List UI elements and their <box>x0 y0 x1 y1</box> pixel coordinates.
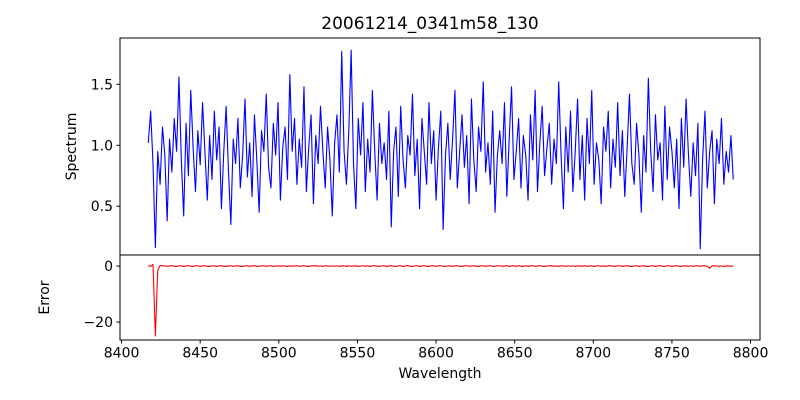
x-tick-label: 8700 <box>575 346 611 362</box>
y-tick-label: 0 <box>104 259 113 275</box>
axes-frame <box>119 254 761 341</box>
y-tick-label: 1.5 <box>91 77 113 93</box>
spectrum-y-axis-label: Spectrum <box>64 113 80 181</box>
x-tick-label: 8400 <box>104 346 140 362</box>
y-tick-label: −20 <box>83 315 113 331</box>
x-tick-label: 8450 <box>182 346 218 362</box>
x-tick-label: 8500 <box>261 346 297 362</box>
chart-title: 20061214_0341m58_130 <box>321 14 538 34</box>
x-tick-label: 8750 <box>654 346 690 362</box>
spectrum-line <box>147 49 734 250</box>
x-tick-label: 8800 <box>733 346 769 362</box>
error-y-axis-label: Error <box>37 280 53 314</box>
y-tick-label: 0.5 <box>91 199 113 215</box>
plot-series-group <box>148 263 734 337</box>
spectrum-axes: 0.5 1.0 1.5 <box>91 37 761 256</box>
error-axes: −20 0 8400 8450 8500 8550 8600 8650 8700 8750 8800 <box>83 254 769 362</box>
y-tick-label: 1.0 <box>91 138 113 154</box>
x-tick-label: 8650 <box>497 346 533 362</box>
x-axis-label: Wavelength <box>398 366 481 382</box>
error-line <box>148 263 734 337</box>
x-tick-label: 8600 <box>418 346 454 362</box>
x-tick-label: 8550 <box>340 346 376 362</box>
plot-series-group <box>147 49 734 250</box>
